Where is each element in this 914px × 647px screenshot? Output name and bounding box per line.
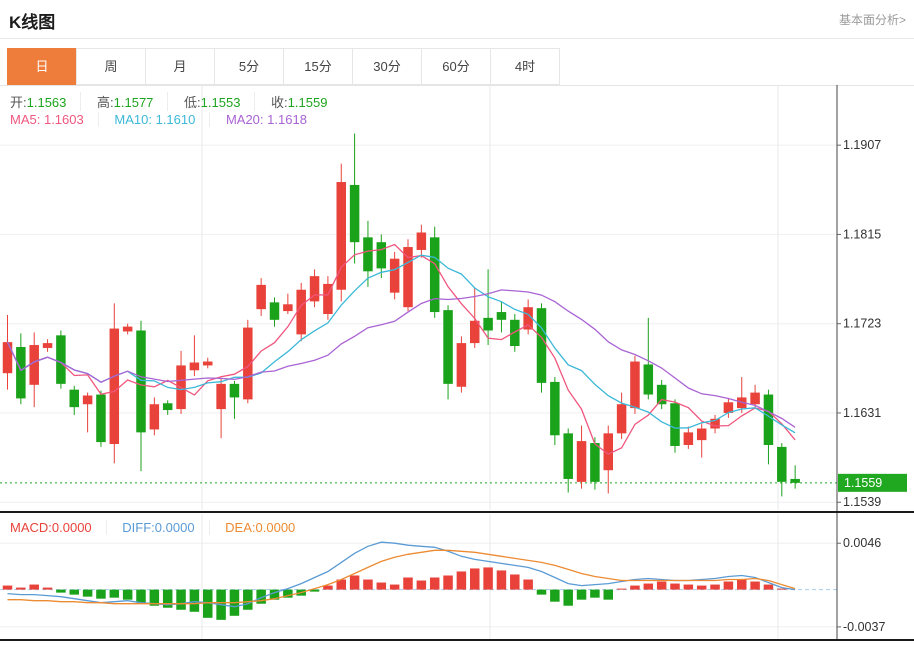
- tab-day[interactable]: 日: [7, 48, 77, 85]
- tab-30min[interactable]: 30分: [352, 48, 422, 85]
- kline-chart-area[interactable]: 1.1907 1.1815 1.1723 1.1631 1.1539 0.0046 -0.0…: [0, 85, 914, 647]
- dea-value: 0.0000: [255, 520, 296, 535]
- svg-text:0.0046: 0.0046: [843, 536, 881, 550]
- svg-text:1.1539: 1.1539: [843, 495, 881, 509]
- ma5-label: MA5:: [10, 112, 41, 127]
- header: K线图 基本面分析>: [0, 0, 914, 39]
- close-label: 收:: [271, 95, 288, 110]
- ma10-label: MA10:: [114, 112, 152, 127]
- open-label: 开:: [10, 95, 27, 110]
- macd-value: 0.0000: [51, 520, 92, 535]
- macd-label: MACD:: [10, 520, 52, 535]
- interval-tabs: 日 周 月 5分 15分 30分 60分 4时: [0, 48, 914, 86]
- tab-4hour[interactable]: 4时: [490, 48, 560, 85]
- low-value: 1.1553: [200, 95, 241, 110]
- high-value: 1.1577: [113, 95, 154, 110]
- candlestick-chart-svg[interactable]: 1.1907 1.1815 1.1723 1.1631 1.1539 0.0046 -0.0…: [0, 85, 914, 647]
- ma20-label: MA20:: [225, 112, 264, 127]
- tab-week[interactable]: 周: [76, 48, 146, 85]
- open-value: 1.1563: [26, 95, 67, 110]
- ma5-value: 1.1603: [43, 112, 84, 127]
- diff-value: 0.0000: [154, 520, 195, 535]
- fundamental-analysis-link[interactable]: 基本面分析>: [838, 13, 906, 27]
- ma20-value: 1.1618: [267, 112, 307, 127]
- close-value: 1.1559: [287, 95, 328, 110]
- page-title: K线图: [9, 13, 56, 32]
- tab-15min[interactable]: 15分: [283, 48, 353, 85]
- tab-month[interactable]: 月: [145, 48, 215, 85]
- svg-text:1.1631: 1.1631: [843, 406, 881, 420]
- ma-legend: MA5: 1.1603 MA10: 1.1610 MA20: 1.1618: [10, 112, 333, 127]
- low-label: 低:: [184, 95, 201, 110]
- svg-text:-0.0037: -0.0037: [843, 620, 885, 634]
- dea-label: DEA:: [225, 520, 256, 535]
- high-label: 高:: [97, 95, 114, 110]
- macd-legend: MACD:0.0000 DIFF:0.0000 DEA:0.0000: [10, 520, 321, 535]
- diff-label: DIFF:: [122, 520, 155, 535]
- ohlc-legend: 开:1.1563 高:1.1577 低:1.1553 收:1.1559: [10, 92, 353, 111]
- svg-text:1.1815: 1.1815: [843, 227, 881, 241]
- svg-text:1.1559: 1.1559: [844, 476, 882, 490]
- tab-60min[interactable]: 60分: [421, 48, 491, 85]
- ma10-value: 1.1610: [155, 112, 196, 127]
- svg-text:1.1907: 1.1907: [843, 138, 881, 152]
- svg-text:1.1723: 1.1723: [843, 317, 881, 331]
- tab-5min[interactable]: 5分: [214, 48, 284, 85]
